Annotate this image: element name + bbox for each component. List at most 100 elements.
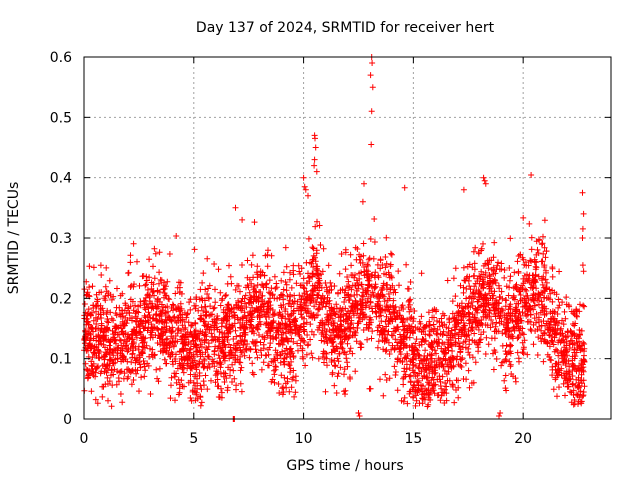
data-point bbox=[531, 315, 538, 322]
data-point bbox=[501, 267, 508, 273]
data-point bbox=[224, 327, 231, 334]
data-point bbox=[523, 293, 530, 300]
data-point bbox=[458, 356, 465, 363]
data-point bbox=[98, 322, 105, 329]
data-point bbox=[470, 318, 476, 325]
data-point bbox=[120, 323, 127, 329]
data-point bbox=[208, 377, 214, 384]
data-point bbox=[441, 321, 448, 328]
data-point bbox=[174, 365, 181, 372]
data-point bbox=[418, 313, 425, 320]
data-point bbox=[94, 400, 101, 407]
data-point bbox=[331, 320, 338, 326]
data-point bbox=[234, 282, 241, 289]
data-point bbox=[356, 413, 363, 419]
data-point bbox=[304, 280, 311, 287]
data-point bbox=[202, 323, 209, 330]
data-point bbox=[398, 397, 405, 404]
data-point bbox=[267, 290, 274, 297]
data-point bbox=[561, 356, 568, 363]
data-point bbox=[290, 338, 297, 345]
data-point bbox=[480, 262, 487, 269]
data-point bbox=[326, 290, 332, 296]
data-point bbox=[154, 297, 161, 304]
data-point bbox=[365, 281, 371, 288]
data-point bbox=[263, 313, 270, 320]
data-point bbox=[472, 244, 479, 251]
data-point bbox=[391, 363, 398, 370]
data-point bbox=[333, 301, 340, 308]
data-point bbox=[220, 369, 227, 376]
data-point bbox=[563, 294, 570, 301]
data-point bbox=[569, 381, 576, 388]
data-point bbox=[418, 270, 425, 277]
data-point bbox=[549, 265, 556, 272]
data-point bbox=[243, 345, 250, 352]
data-point bbox=[167, 340, 174, 346]
data-point bbox=[146, 274, 153, 281]
data-point bbox=[223, 324, 230, 331]
data-point bbox=[375, 308, 382, 315]
data-point bbox=[442, 386, 448, 393]
data-point bbox=[539, 258, 546, 265]
data-point bbox=[167, 395, 174, 402]
data-point bbox=[98, 368, 105, 375]
data-point bbox=[87, 343, 94, 350]
data-point bbox=[385, 328, 392, 335]
data-point bbox=[335, 370, 342, 377]
data-point bbox=[104, 318, 111, 325]
data-point bbox=[107, 291, 114, 298]
data-point bbox=[161, 345, 168, 352]
axis-ticks: 0 0.1 0.2 0.3 0.4 0.5 0.6 0 5 10 15 20 bbox=[50, 50, 611, 447]
data-point bbox=[539, 240, 546, 247]
data-point bbox=[438, 392, 445, 399]
data-point bbox=[178, 305, 185, 312]
data-point bbox=[149, 351, 156, 358]
data-point bbox=[577, 301, 583, 308]
data-point bbox=[329, 371, 336, 378]
data-point bbox=[233, 333, 240, 340]
data-point bbox=[379, 286, 386, 293]
data-point bbox=[527, 326, 534, 333]
data-point bbox=[123, 345, 130, 352]
data-point bbox=[382, 254, 389, 260]
data-point bbox=[539, 301, 546, 308]
data-point bbox=[538, 327, 545, 334]
data-point bbox=[331, 283, 338, 289]
data-point bbox=[261, 272, 268, 279]
data-point bbox=[186, 299, 193, 306]
data-point bbox=[215, 352, 222, 359]
data-point bbox=[365, 295, 371, 302]
data-point bbox=[349, 350, 356, 357]
data-point bbox=[214, 383, 221, 390]
data-point bbox=[278, 372, 285, 379]
data-point bbox=[576, 394, 583, 401]
data-point bbox=[334, 373, 341, 380]
data-point bbox=[499, 295, 506, 302]
data-point bbox=[527, 257, 534, 264]
data-point bbox=[234, 340, 241, 347]
data-point bbox=[191, 357, 198, 364]
data-point bbox=[554, 311, 561, 317]
data-point bbox=[556, 302, 563, 309]
data-point bbox=[271, 273, 278, 280]
data-point bbox=[197, 341, 204, 348]
data-point bbox=[119, 307, 126, 314]
data-point bbox=[569, 337, 575, 344]
data-point bbox=[219, 295, 226, 302]
data-point bbox=[364, 261, 371, 268]
data-point bbox=[549, 326, 556, 333]
data-point bbox=[108, 367, 115, 374]
data-point bbox=[526, 220, 533, 227]
data-point bbox=[558, 337, 565, 344]
y-tick-label: 0.3 bbox=[50, 231, 72, 247]
data-point bbox=[323, 284, 330, 291]
data-point bbox=[200, 270, 207, 277]
data-point bbox=[340, 311, 347, 318]
data-point bbox=[524, 311, 531, 318]
data-point bbox=[201, 303, 208, 310]
data-point bbox=[497, 312, 504, 319]
data-point bbox=[520, 350, 527, 357]
data-point bbox=[159, 318, 166, 325]
data-point bbox=[354, 291, 360, 298]
